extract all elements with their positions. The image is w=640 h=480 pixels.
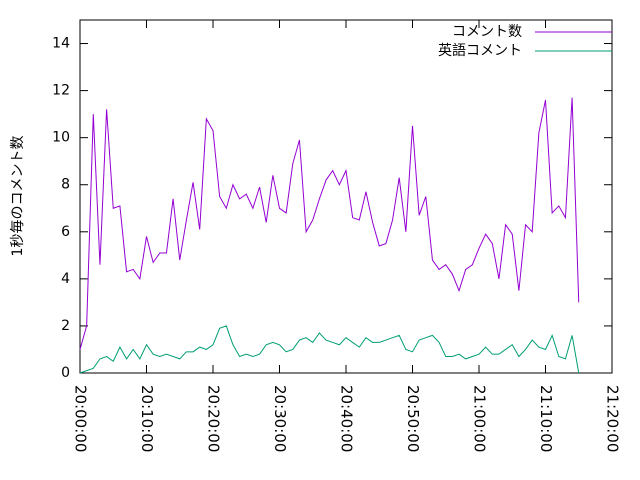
y-tick-label: 0 bbox=[61, 365, 70, 381]
y-axis-label: 1秒毎のコメント数 bbox=[10, 136, 26, 257]
x-tick-label: 20:00:00 bbox=[72, 385, 90, 452]
x-tick-label: 21:10:00 bbox=[537, 385, 555, 452]
x-tick-label: 20:40:00 bbox=[338, 385, 356, 452]
plot-frame bbox=[79, 19, 613, 374]
legend-label: コメント数 bbox=[452, 24, 522, 40]
x-tick-label: 20:10:00 bbox=[138, 385, 156, 452]
x-tick-label: 20:20:00 bbox=[205, 385, 223, 452]
x-tick-label: 20:30:00 bbox=[271, 385, 289, 452]
y-tick-label: 6 bbox=[61, 224, 70, 240]
legend-label: 英語コメント bbox=[438, 42, 522, 59]
y-tick-label: 4 bbox=[61, 271, 70, 287]
series-line bbox=[79, 97, 580, 350]
x-tick-label: 21:20:00 bbox=[604, 385, 622, 452]
y-tick-label: 2 bbox=[61, 318, 70, 334]
y-tick-label: 8 bbox=[61, 177, 70, 193]
y-tick-label: 14 bbox=[52, 36, 70, 52]
x-tick-label: 21:00:00 bbox=[471, 385, 489, 452]
y-tick-label: 10 bbox=[52, 130, 70, 146]
y-tick-label: 12 bbox=[52, 83, 70, 99]
x-tick-label: 20:50:00 bbox=[404, 385, 422, 452]
series-line bbox=[79, 325, 580, 374]
